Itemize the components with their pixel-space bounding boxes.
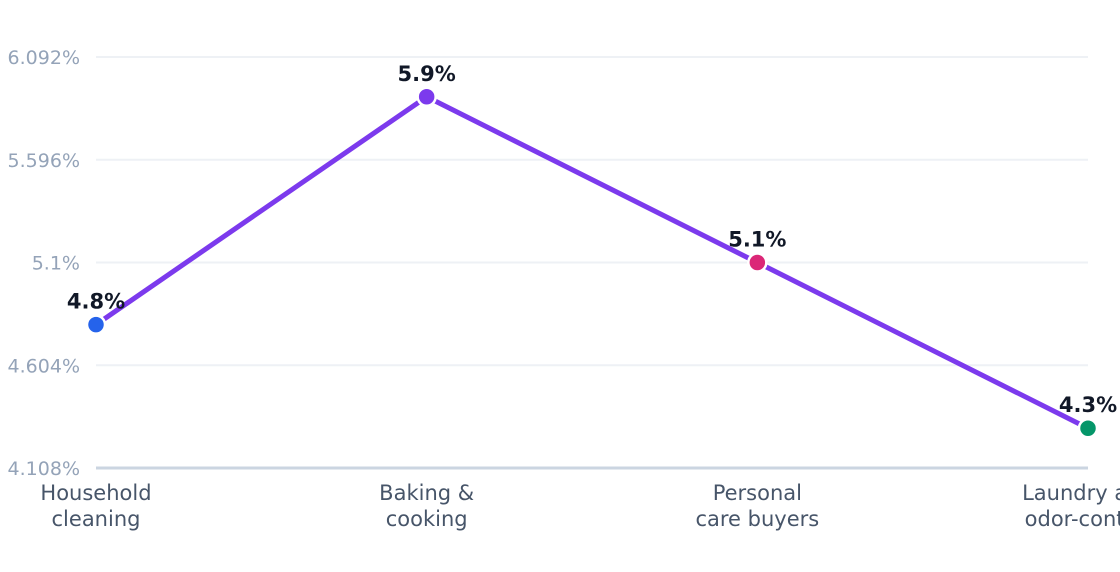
data-label: 5.9%: [398, 62, 456, 86]
data-label: 5.1%: [728, 228, 786, 252]
x-tick-label: Laundry andodor-control: [1022, 481, 1120, 531]
data-point: [85, 314, 107, 335]
x-tick-label-line: Personal: [713, 481, 802, 505]
series-line: [93, 94, 1091, 431]
data-labels: 4.8% 5.9% 5.1% 4.3%: [67, 62, 1117, 417]
y-axis: 4.108% 4.604% 5.1% 5.596% 6.092%: [8, 47, 80, 480]
x-tick-label: Personal care buyers: [695, 481, 819, 531]
points-group: [85, 86, 1099, 439]
x-axis: Household cleaning Baking & cooking Personal…: [40, 481, 1120, 531]
data-point: [416, 86, 437, 108]
y-tick-label: 5.596%: [8, 150, 80, 172]
x-tick-label-line: Household: [40, 481, 151, 505]
series-group: [93, 94, 1091, 431]
x-tick-label-line: Baking &: [379, 481, 474, 505]
x-tick-label-line: care buyers: [695, 507, 819, 531]
x-tick-label-line: cooking: [386, 507, 468, 531]
x-tick-label-line: odor-control: [1025, 507, 1120, 531]
data-point: [747, 252, 768, 273]
x-tick-label: Household cleaning: [40, 481, 151, 531]
data-point: [1077, 417, 1099, 439]
y-tick-label: 4.604%: [8, 355, 80, 377]
data-label: 4.3%: [1059, 393, 1117, 417]
x-tick-label-line: Laundry and: [1022, 481, 1120, 505]
data-label: 4.8%: [67, 290, 125, 314]
grid: [96, 56, 1088, 367]
y-tick-label: 6.092%: [8, 47, 80, 69]
x-tick-label-line: cleaning: [52, 507, 141, 531]
y-tick-label: 5.1%: [32, 253, 80, 275]
x-tick-label: Baking & cooking: [379, 481, 474, 531]
y-tick-label: 4.108%: [8, 458, 80, 480]
